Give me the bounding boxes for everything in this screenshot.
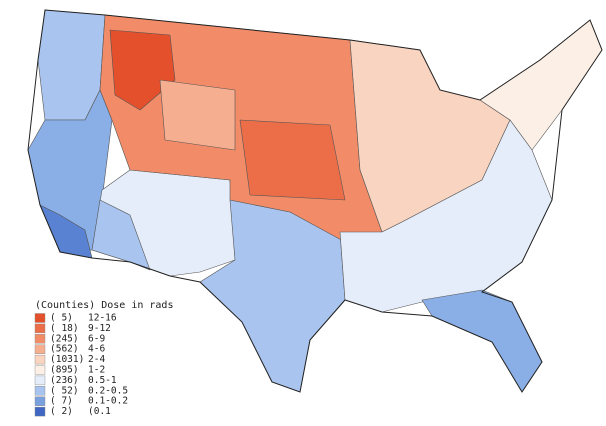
legend-range: 2-4 (88, 354, 105, 365)
legend-count: ( 18) (50, 323, 79, 334)
legend-count: ( 2) (50, 406, 73, 417)
legend-count: ( 5) (50, 313, 73, 324)
legend-count: (895) (50, 365, 79, 376)
legend-swatch (34, 313, 46, 323)
legend-swatch (34, 354, 46, 365)
legend-swatch (34, 406, 46, 417)
legend-swatch (34, 334, 46, 344)
us-outline (27, 9, 603, 393)
legend-title: (Counties) Dose in rads (35, 300, 173, 311)
legend-swatch (34, 396, 46, 406)
legend-count: (1031) (50, 354, 84, 365)
region-wyoming (159, 79, 236, 151)
legend-count: ( 7) (50, 396, 73, 407)
legend-range: 4-6 (88, 344, 105, 355)
legend: (Counties) Dose in rads ( 5) 12-16 ( 18) 9-… (34, 300, 173, 417)
legend-range: 9-12 (88, 323, 111, 334)
legend-range: 0.1-0.2 (88, 396, 128, 407)
region-arizona (91, 199, 151, 271)
legend-range: 12-16 (88, 313, 117, 324)
legend-range: 1-2 (88, 365, 105, 376)
legend-count: (245) (50, 333, 79, 344)
legend-swatch (34, 365, 46, 375)
legend-count: ( 52) (50, 385, 79, 396)
legend-count: (236) (50, 375, 79, 386)
legend-swatch (34, 323, 46, 334)
legend-range: 0.5-1 (88, 375, 117, 386)
region-kansas-nebraska (239, 119, 346, 201)
legend-swatch (34, 344, 46, 354)
legend-range: 0.2-0.5 (88, 385, 128, 396)
region-idaho-montana (109, 29, 176, 111)
legend-range: 6-9 (88, 333, 105, 344)
legend-range: (0.1 (88, 406, 111, 417)
legend-count: (562) (50, 344, 79, 355)
region-florida (421, 289, 543, 393)
legend-swatch (34, 386, 46, 396)
legend-swatch (34, 375, 46, 386)
